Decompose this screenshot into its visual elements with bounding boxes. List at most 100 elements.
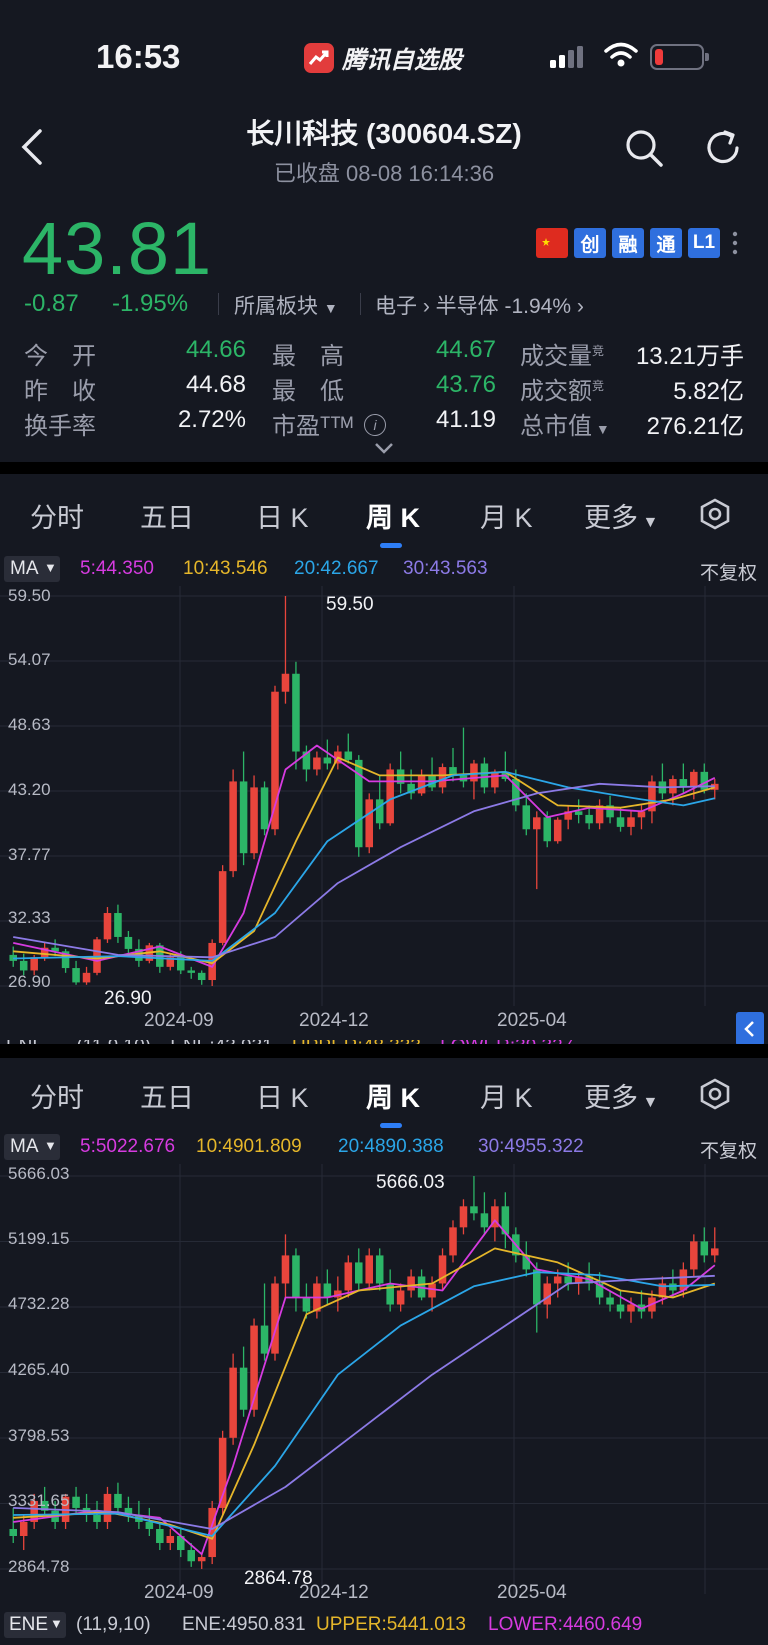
candle-body xyxy=(271,1283,279,1354)
max-price-label: 5666.03 xyxy=(376,1172,445,1193)
candle-body xyxy=(166,1536,175,1544)
ma5-readout: 5:5022.676 xyxy=(80,1136,176,1157)
ma5-readout: 5:44.350 xyxy=(80,558,154,579)
y-tick: 48.63 xyxy=(8,715,51,734)
candle-body xyxy=(386,1283,394,1305)
badge-margin[interactable]: 融 xyxy=(612,228,644,258)
search-icon[interactable] xyxy=(624,128,664,168)
candle-body xyxy=(438,767,447,788)
candle-body xyxy=(375,1255,384,1284)
indicator-params: (11,9,10) xyxy=(76,1614,151,1635)
candle-body xyxy=(40,947,49,958)
indicator-selector[interactable]: ENE ▼ xyxy=(4,1612,66,1638)
scroll-latest-button[interactable] xyxy=(736,1012,764,1046)
tab-more[interactable]: 更多 ▼ xyxy=(584,1083,659,1113)
candle-body xyxy=(114,1493,122,1508)
candle-body xyxy=(354,1262,363,1284)
kline-chart-1[interactable]: MA ▼ 5:44.350 10:43.546 20:42.667 30:43.5… xyxy=(0,554,768,1052)
period-tabs: 分时 五日 日 K 周 K 月 K 更多 ▼ xyxy=(0,1058,768,1132)
lower-readout: LOWER:4460.649 xyxy=(488,1614,643,1635)
upper-readout: UPPER:5441.013 xyxy=(316,1614,466,1635)
x-tick: 2025-04 xyxy=(497,1582,567,1603)
stat-value-market-cap: 276.21亿 xyxy=(646,413,744,440)
candle-body xyxy=(522,1255,531,1270)
badge-group: 创 融 通 L1 xyxy=(536,228,720,258)
candle-body xyxy=(449,767,457,776)
back-icon[interactable] xyxy=(20,128,44,166)
tab-weekly-k[interactable]: 周 K xyxy=(366,1083,420,1113)
candle-body xyxy=(281,1255,290,1284)
candle-body xyxy=(386,769,394,824)
candle-body xyxy=(606,1297,614,1305)
adjust-mode[interactable]: 不复权 xyxy=(700,1141,758,1162)
badge-connect[interactable]: 通 xyxy=(650,228,682,258)
candle-body xyxy=(124,936,133,949)
candle-body xyxy=(574,811,583,815)
x-tick: 2024-12 xyxy=(299,1010,369,1031)
min-price-label: 26.90 xyxy=(104,988,152,1009)
tab-daily-k[interactable]: 日 K xyxy=(256,503,309,533)
badge-level1[interactable]: L1 xyxy=(688,228,720,258)
candle-body xyxy=(281,673,290,692)
ma-selector[interactable]: MA ▼ xyxy=(4,556,60,582)
tab-weekly-k[interactable]: 周 K xyxy=(366,503,420,533)
ma30-readout: 30:43.563 xyxy=(403,558,488,579)
ma-line-5 xyxy=(13,744,716,968)
tab-monthly-k[interactable]: 月 K xyxy=(480,1083,533,1113)
tab-daily-k[interactable]: 日 K xyxy=(256,1083,309,1113)
candle-body xyxy=(480,1213,489,1228)
tab-intraday[interactable]: 分时 xyxy=(30,503,84,533)
sector-path[interactable]: 电子 › 半导体 -1.94% › xyxy=(375,295,584,318)
y-tick: 3331.65 xyxy=(8,1491,70,1510)
status-time: 16:53 xyxy=(96,38,181,75)
candle-body xyxy=(648,781,656,812)
chevron-left-icon xyxy=(744,1021,754,1037)
info-icon[interactable]: i xyxy=(364,414,386,436)
kline-chart-2[interactable]: MA ▼ 5:5022.676 10:4901.809 20:4890.388 3… xyxy=(0,1132,768,1645)
adjust-mode[interactable]: 不复权 xyxy=(700,563,758,584)
candle-body xyxy=(103,1493,112,1522)
candle-body xyxy=(679,779,688,788)
wifi-icon xyxy=(604,42,638,67)
refresh-icon[interactable] xyxy=(703,128,743,168)
candle-body xyxy=(595,1283,604,1298)
candle-body xyxy=(229,781,237,872)
more-vertical-icon[interactable] xyxy=(731,230,739,256)
tab-more[interactable]: 更多 ▼ xyxy=(584,503,659,533)
badge-chinext[interactable]: 创 xyxy=(574,228,606,258)
settings-hexagon-icon[interactable] xyxy=(700,1078,730,1110)
settings-hexagon-icon[interactable] xyxy=(700,498,730,530)
tab-monthly-k[interactable]: 月 K xyxy=(480,503,533,533)
candle-body xyxy=(438,1255,447,1284)
kline-plot-2[interactable] xyxy=(0,1164,768,1614)
candle-body xyxy=(292,1255,300,1298)
tab-intraday[interactable]: 分时 xyxy=(30,1083,84,1113)
indicator-footer: ENE ▼ (11,9,10) ENE:4950.831 UPPER:5441.0… xyxy=(0,1610,768,1640)
sector-dropdown[interactable]: 所属板块 ▼ xyxy=(234,290,338,320)
candle-body xyxy=(627,1304,635,1312)
kline-plot-1[interactable] xyxy=(0,586,768,1056)
candle-body xyxy=(491,1206,499,1228)
candle-body xyxy=(229,1367,237,1438)
expand-chevron-icon[interactable] xyxy=(374,442,394,454)
candle-body xyxy=(156,1528,164,1544)
candle-body xyxy=(271,691,279,830)
candle-body xyxy=(292,673,300,752)
candle-body xyxy=(239,781,248,854)
candle-body xyxy=(585,814,593,824)
candle-body xyxy=(637,811,646,818)
stat-label-low: 最 低 xyxy=(272,378,344,405)
candle-body xyxy=(354,759,363,848)
stat-value-volume: 13.21万手 xyxy=(635,343,744,370)
stat-label-open: 今 开 xyxy=(24,343,96,370)
candle-body xyxy=(61,951,70,969)
candle-body xyxy=(218,871,227,943)
candle-body xyxy=(564,811,572,820)
tab-five-day[interactable]: 五日 xyxy=(140,503,194,533)
candle-body xyxy=(522,805,531,830)
candle-body xyxy=(260,1325,269,1354)
ma-selector[interactable]: MA ▼ xyxy=(4,1134,60,1160)
period-tabs: 分时 五日 日 K 周 K 月 K 更多 ▼ xyxy=(0,478,768,552)
tab-five-day[interactable]: 五日 xyxy=(140,1083,194,1113)
min-price-label: 2864.78 xyxy=(244,1568,313,1589)
